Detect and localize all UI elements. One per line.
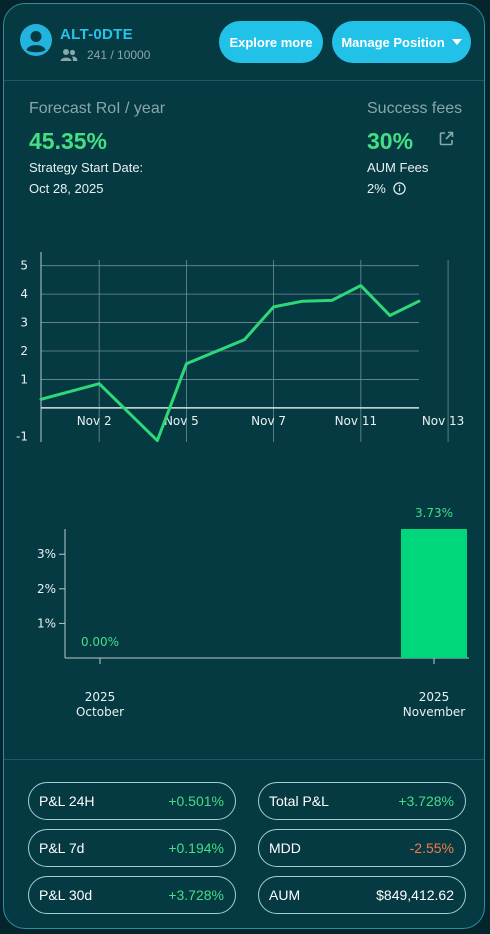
- bar-x-tick-month-0: October: [76, 705, 124, 719]
- metric-label: P&L 7d: [39, 840, 85, 856]
- metric-label: AUM: [269, 887, 301, 903]
- x-tick-label-3: Nov 11: [335, 414, 378, 428]
- success-fees-value: 30%: [367, 128, 414, 154]
- metric-total-p-l: Total P&L +3.728%: [258, 782, 466, 820]
- x-tick-label-4: Nov 13: [422, 414, 465, 428]
- aum-fees-value: 2%: [367, 181, 386, 196]
- users-icon: [60, 49, 78, 61]
- strategy-title[interactable]: ALT-0DTE: [60, 26, 133, 43]
- y-tick-label-2: 3: [20, 316, 28, 330]
- line-chart-grid: [40, 252, 449, 442]
- metric-label: Total P&L: [269, 793, 329, 809]
- avatar-icon: [20, 24, 52, 56]
- metric-value: +0.501%: [168, 793, 224, 809]
- metrics-panel: P&L 24H +0.501% Total P&L +3.728% P&L 7d +0.1…: [4, 759, 484, 928]
- bar-y-tick-label-2: 1%: [37, 616, 56, 630]
- y-tick-label-4: 1: [20, 372, 28, 386]
- manage-position-button[interactable]: Manage Position: [332, 21, 471, 63]
- y-tick-label-0: 5: [20, 259, 28, 273]
- y-tick-label-1: 4: [20, 287, 28, 301]
- metric-value: +3.728%: [168, 887, 224, 903]
- explore-more-label: Explore more: [229, 34, 313, 50]
- card-header: ALT-0DTE 241 / 10000 Explore more Manage…: [4, 4, 484, 81]
- success-fees-label: Success fees: [367, 100, 463, 117]
- metric-value: +3.728%: [398, 793, 454, 809]
- y-tick-label-3: 2: [20, 344, 28, 358]
- followers-count: 241 / 10000: [87, 48, 151, 62]
- metric-aum: AUM $849,412.62: [258, 876, 466, 914]
- forecast-value: 45.35%: [29, 128, 108, 154]
- metric-value: -2.55%: [409, 840, 454, 856]
- start-date-value: Oct 28, 2025: [29, 181, 104, 196]
- chevron-down-icon: [451, 39, 462, 45]
- metric-p-l-24h: P&L 24H +0.501%: [28, 782, 236, 820]
- metric-p-l-7d: P&L 7d +0.194%: [28, 829, 236, 867]
- bar-1: [401, 529, 467, 658]
- metric-mdd: MDD -2.55%: [258, 829, 466, 867]
- bar-x-tick-year-1: 2025: [419, 690, 450, 704]
- line-chart: 5 4 3 2 1 -1 Nov 2 Nov 5 Nov 7 Nov 11 Nov 13: [16, 252, 465, 443]
- metric-label: MDD: [269, 840, 301, 856]
- info-icon[interactable]: [393, 182, 406, 195]
- bar-x-tick-month-1: November: [403, 705, 465, 719]
- bar-y-tick-label-1: 2%: [37, 582, 56, 596]
- bar-value-label-1: 3.73%: [415, 506, 453, 520]
- metric-label: P&L 30d: [39, 887, 93, 903]
- manage-position-label: Manage Position: [341, 34, 445, 50]
- bar-x-tick-year-0: 2025: [85, 690, 116, 704]
- x-tick-label-0: Nov 2: [77, 414, 112, 428]
- start-date-label: Strategy Start Date:: [29, 160, 144, 175]
- y-tick-label-5: -1: [16, 429, 28, 443]
- strategy-card: ALT-0DTE 241 / 10000 Explore more Manage…: [3, 3, 485, 929]
- bar-y-tick-label-0: 3%: [37, 547, 56, 561]
- bar-value-label-0: 0.00%: [81, 635, 119, 649]
- x-tick-label-2: Nov 7: [251, 414, 286, 428]
- x-tick-label-1: Nov 5: [164, 414, 199, 428]
- metric-value: $849,412.62: [376, 887, 454, 903]
- metric-value: +0.194%: [168, 840, 224, 856]
- aum-fees-label: AUM Fees: [367, 160, 429, 175]
- explore-more-button[interactable]: Explore more: [219, 21, 323, 63]
- forecast-label: Forecast RoI / year: [29, 100, 166, 117]
- metric-p-l-30d: P&L 30d +3.728%: [28, 876, 236, 914]
- metric-label: P&L 24H: [39, 793, 95, 809]
- external-link-icon[interactable]: [438, 130, 455, 147]
